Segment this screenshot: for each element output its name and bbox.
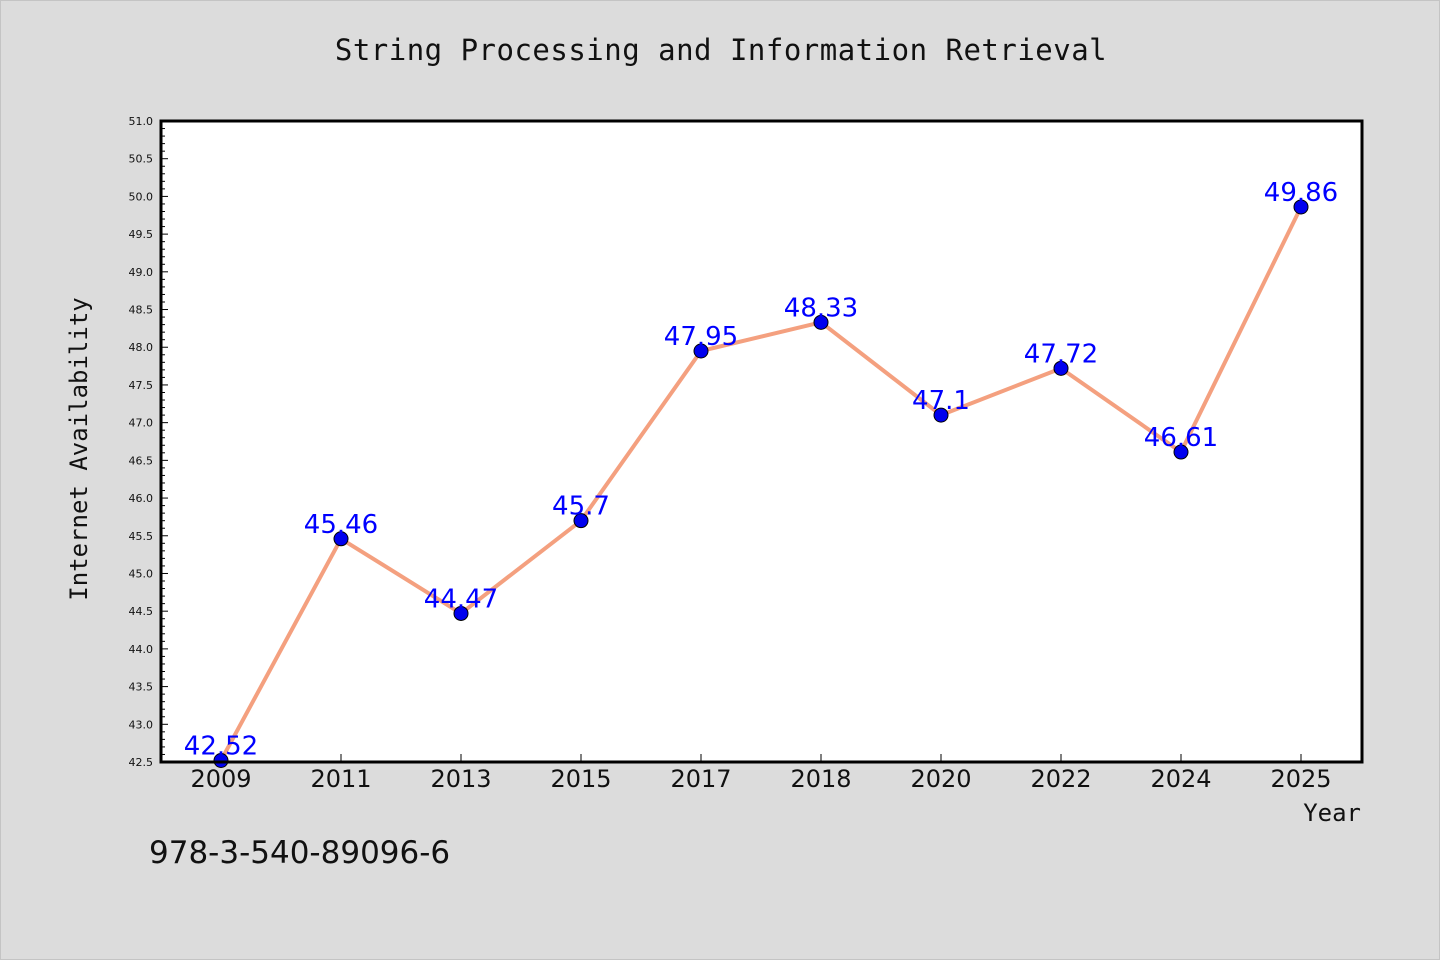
y-tick-label: 44.5 [129, 605, 154, 618]
data-point [933, 407, 949, 423]
y-tick-label: 46.5 [129, 454, 154, 467]
data-labels: 42.52 45.46 44.47 45.7 47.95 48.33 47.1 47.72 46… [184, 178, 1338, 762]
data-point [573, 513, 589, 529]
data-point [453, 605, 469, 621]
y-tick-label: 48.5 [129, 304, 154, 317]
y-tick-label: 45.0 [129, 567, 154, 580]
data-label: 49.86 [1264, 178, 1338, 208]
data-label: 42.52 [184, 731, 258, 761]
data-point [1173, 444, 1189, 460]
x-tick-label: 2018 [790, 765, 851, 793]
data-label: 45.46 [304, 510, 378, 540]
y-tick-label: 48.0 [129, 341, 154, 354]
y-tick-label: 42.5 [129, 756, 154, 769]
x-tick-label: 2025 [1270, 765, 1331, 793]
footnote-isbn: 978-3-540-89096-6 [149, 835, 451, 871]
x-tick-label: 2017 [670, 765, 731, 793]
plot-area [161, 121, 1362, 762]
series-line [219, 206, 1303, 762]
chart-title: String Processing and Information Retrie… [334, 33, 1108, 67]
data-label: 47.1 [912, 386, 970, 416]
x-tick-label: 2022 [1030, 765, 1091, 793]
data-point [693, 343, 709, 359]
data-label: 47.95 [664, 322, 738, 352]
data-label: 48.33 [784, 293, 858, 323]
data-point [333, 531, 349, 547]
x-tick-label: 2011 [310, 765, 371, 793]
y-tick-label: 50.0 [129, 190, 154, 203]
y-tick-label: 47.5 [129, 379, 154, 392]
x-axis: 2009 2011 2013 2015 2017 2018 2020 2022 2024 2025 [190, 754, 1332, 793]
x-tick-label: 2013 [430, 765, 491, 793]
y-tick-label: 49.0 [129, 266, 154, 279]
y-tick-label: 43.0 [129, 718, 154, 731]
y-tick-label: 49.5 [129, 228, 154, 241]
x-tick-label: 2009 [190, 765, 251, 793]
data-label: 47.72 [1024, 339, 1098, 369]
y-tick-label: 51.0 [129, 115, 154, 128]
y-tick-label: 45.5 [129, 530, 154, 543]
y-tick-label: 46.0 [129, 492, 154, 505]
x-tick-label: 2020 [910, 765, 971, 793]
data-point [213, 752, 229, 768]
y-axis-title: Internet Availability [65, 297, 93, 600]
data-label: 45.7 [552, 492, 610, 522]
data-label: 46.61 [1144, 423, 1218, 453]
plot-frame [159, 119, 1364, 764]
data-point [813, 314, 829, 330]
y-tick-label: 50.5 [129, 153, 154, 166]
series-markers [213, 199, 1309, 768]
y-tick-label: 47.0 [129, 417, 154, 430]
data-label: 44.47 [424, 584, 498, 614]
x-tick-label: 2015 [550, 765, 611, 793]
x-tick-label: 2024 [1150, 765, 1211, 793]
data-point [1053, 360, 1069, 376]
x-axis-title: Year [1303, 799, 1361, 827]
data-point [1293, 199, 1309, 215]
y-tick-label: 44.0 [129, 643, 154, 656]
y-tick-label: 43.5 [129, 681, 154, 694]
y-axis: 42.5 43.0 43.5 44.0 44.5 45.0 45.5 46.0 46.5 47.0… [129, 115, 168, 769]
